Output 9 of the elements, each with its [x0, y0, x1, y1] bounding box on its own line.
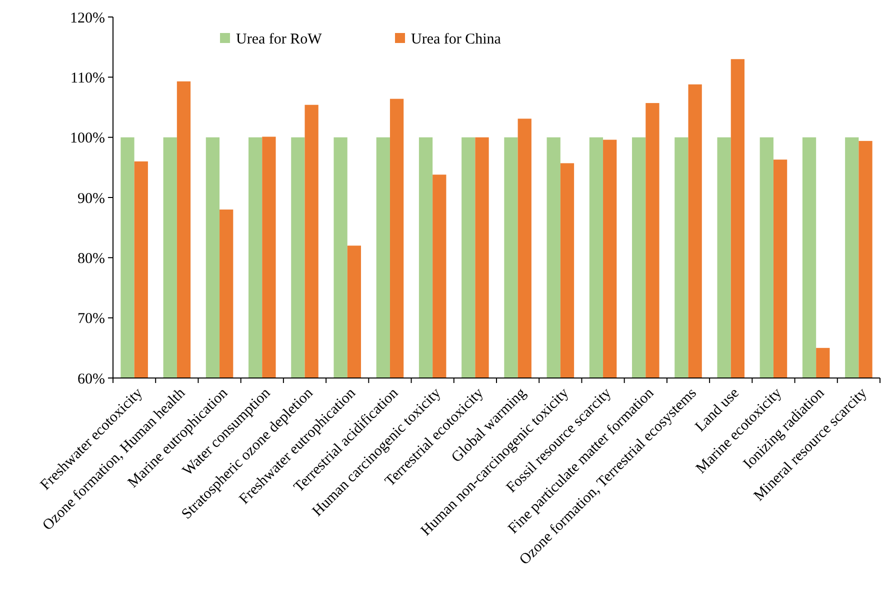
legend-label: Urea for China [411, 31, 502, 48]
y-tick-label: 110% [70, 70, 105, 86]
y-tick-label: 100% [70, 130, 105, 147]
y-tick-label: 120% [70, 10, 105, 26]
y-tick-label: 70% [78, 311, 105, 328]
y-tick-label: 80% [78, 250, 105, 267]
legend-label: Urea for RoW [236, 31, 323, 48]
y-tick-label: 90% [78, 190, 105, 207]
y-tick-label: 60% [78, 371, 105, 388]
